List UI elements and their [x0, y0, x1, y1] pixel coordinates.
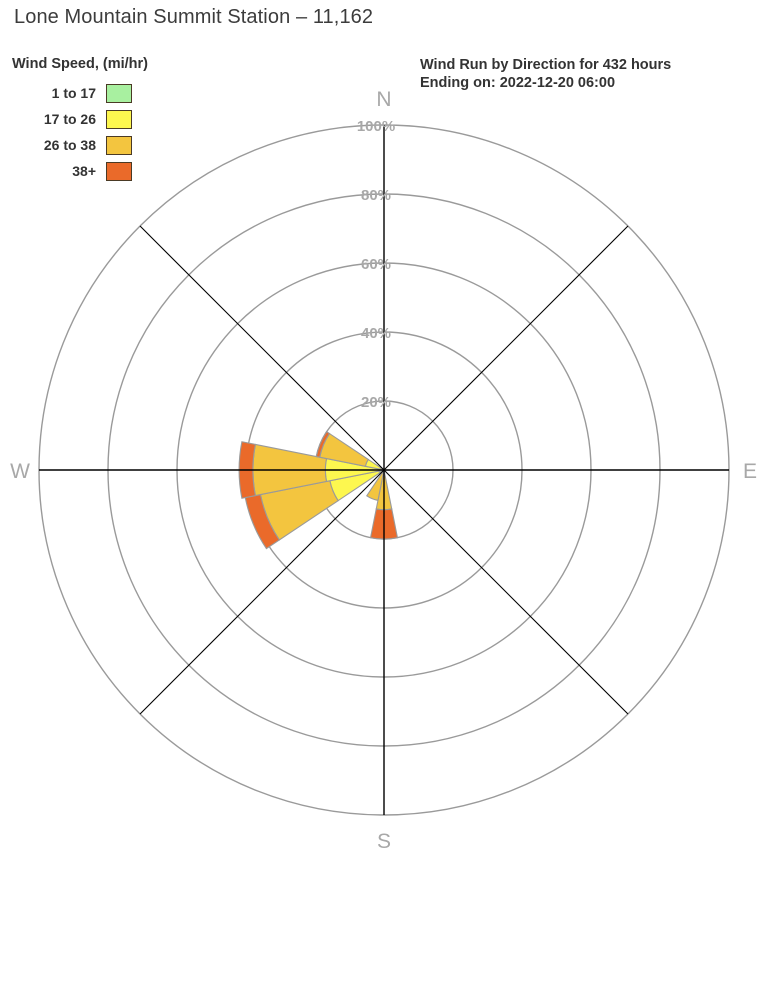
subtitle-line-1: Wind Run by Direction for 432 hours	[420, 57, 672, 73]
legend-swatch-26to38	[106, 135, 132, 155]
radial-tick-60: 60%	[361, 256, 391, 273]
axis-spokes	[39, 125, 729, 815]
legend: Wind Speed, (mi/hr) 1 to 17 17 to 26 26 …	[10, 56, 148, 186]
compass-label-east: E	[743, 460, 757, 483]
compass-labels: N E S W	[10, 88, 757, 853]
petal-ssw-band-3	[365, 472, 384, 502]
radial-tick-80: 80%	[361, 187, 391, 204]
compass-label-south: S	[377, 830, 391, 853]
legend-item-label: 17 to 26	[43, 111, 96, 127]
legend-item-label: 26 to 38	[43, 137, 96, 153]
legend-title: Wind Speed, (mi/hr)	[12, 56, 149, 72]
spoke-ne	[383, 225, 629, 471]
radial-tick-labels: 20% 40% 60% 80% 100%	[357, 118, 395, 411]
radial-tick-100: 100%	[357, 118, 395, 135]
subtitle-line-2: Ending on: 2022-12-20 06:00	[420, 75, 616, 91]
legend-item: 17 to 26	[10, 108, 148, 130]
compass-label-north: N	[376, 88, 391, 111]
legend-swatch-1to17	[106, 83, 132, 103]
petal-wnw-band-4	[315, 430, 331, 458]
legend-item: 1 to 17	[10, 82, 148, 104]
wind-rose-petals	[238, 430, 399, 550]
spoke-nw	[139, 225, 385, 471]
spoke-sw	[139, 469, 385, 715]
compass-label-west: W	[10, 460, 30, 483]
legend-item-label: 1 to 17	[51, 85, 96, 101]
legend-swatch-17to26	[106, 109, 132, 129]
spoke-se	[383, 469, 629, 715]
radial-tick-20: 20%	[361, 394, 391, 411]
chart-subtitle: Wind Run by Direction for 432 hours Endi…	[420, 56, 671, 92]
legend-item: 38+	[10, 160, 148, 182]
legend-item: 26 to 38	[10, 134, 148, 156]
radial-tick-40: 40%	[361, 325, 391, 342]
legend-swatch-38plus	[106, 161, 132, 181]
legend-item-label: 38+	[72, 163, 96, 179]
page-title: Lone Mountain Summit Station – 11,162	[14, 6, 374, 28]
